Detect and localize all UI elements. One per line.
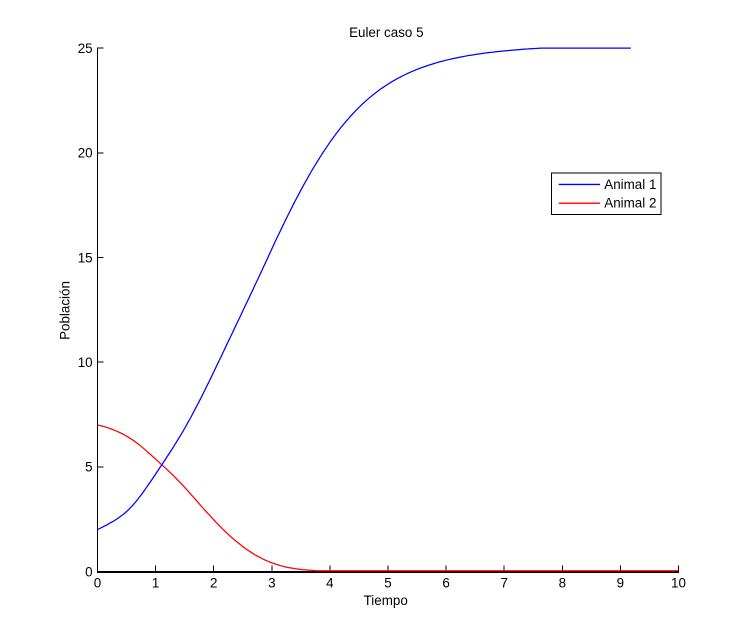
svg-text:15: 15: [78, 250, 93, 265]
svg-text:Animal 1: Animal 1: [604, 177, 656, 192]
svg-text:Euler caso 5: Euler caso 5: [349, 25, 423, 40]
svg-text:8: 8: [559, 576, 566, 591]
svg-text:Tiempo: Tiempo: [364, 593, 408, 608]
svg-text:3: 3: [268, 576, 275, 591]
svg-text:5: 5: [384, 576, 391, 591]
svg-text:2: 2: [210, 576, 217, 591]
svg-text:5: 5: [85, 460, 92, 475]
svg-text:10: 10: [78, 355, 93, 370]
svg-text:Animal 2: Animal 2: [604, 196, 656, 211]
svg-text:9: 9: [617, 576, 624, 591]
svg-text:6: 6: [442, 576, 449, 591]
svg-text:4: 4: [326, 576, 334, 591]
svg-text:7: 7: [500, 576, 507, 591]
svg-text:Población: Población: [57, 281, 72, 340]
svg-text:0: 0: [85, 564, 92, 579]
svg-text:20: 20: [78, 146, 93, 161]
svg-text:1: 1: [152, 576, 159, 591]
svg-text:0: 0: [94, 576, 101, 591]
svg-text:25: 25: [78, 41, 93, 56]
svg-text:10: 10: [671, 576, 686, 591]
